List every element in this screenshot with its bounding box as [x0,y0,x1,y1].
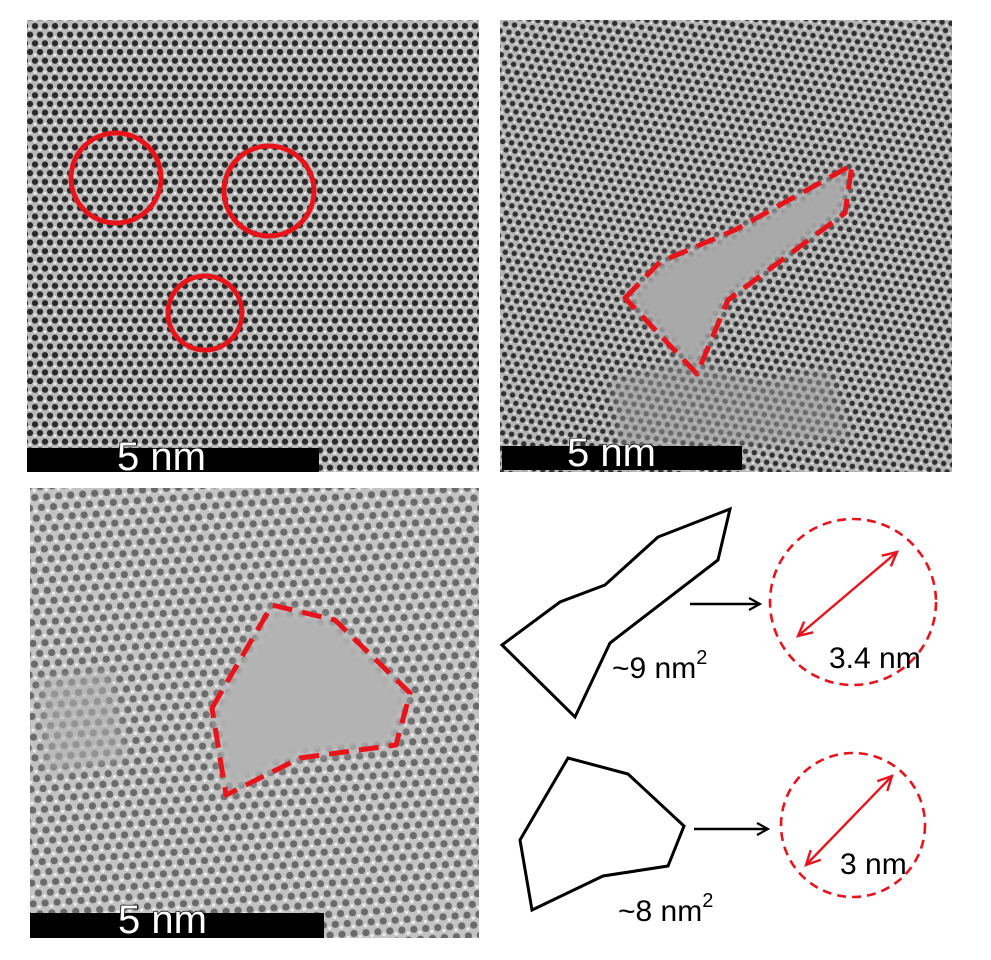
pore-1-diameter-arrow [795,550,900,638]
panel-c-scale-label: 5 nm [118,898,207,942]
panel-b-pore-region [625,165,852,374]
pore-2-schematic: ~8 nm2 3 nm [518,751,927,928]
panel-a-micrograph [27,20,479,472]
defect-circle-2 [221,143,317,239]
panel-c-pore-outline [209,602,413,798]
defect-circle-3 [165,273,245,353]
pore-2-diameter-arrow [804,774,894,867]
panel-c: 5 nm [30,488,479,943]
panel-a-scale-bar [27,448,319,472]
pore-1-equivalent-circle [768,517,938,687]
pore-1-schematic: ~9 nm2 3.4 nm [499,506,938,720]
panel-b-pore-outline [622,162,855,377]
panel-b-scale-label: 5 nm [567,431,656,475]
pore-2-area-label: ~8 nm2 [618,890,713,928]
pore-1-area-label: ~9 nm2 [612,647,707,685]
panel-a: 5 nm [27,20,479,480]
panel-a-scale-label: 5 nm [117,435,206,479]
pore-2-diameter-label: 3 nm [840,848,907,881]
pore-1-outline [499,506,733,720]
panel-a-defect-markers [68,130,317,353]
panel-b-scale-bar [502,446,742,470]
pore-2-outline [518,756,686,913]
panel-b: 5 nm [500,20,952,476]
schematic-panel: ~9 nm2 3.4 nm ~8 nm2 3 nm [499,506,938,928]
defect-circle-1 [68,130,164,226]
panel-c-scale-bar [30,913,324,938]
pore-2-equivalent-circle [779,751,927,899]
pore-1-diameter-label: 3.4 nm [829,642,921,675]
